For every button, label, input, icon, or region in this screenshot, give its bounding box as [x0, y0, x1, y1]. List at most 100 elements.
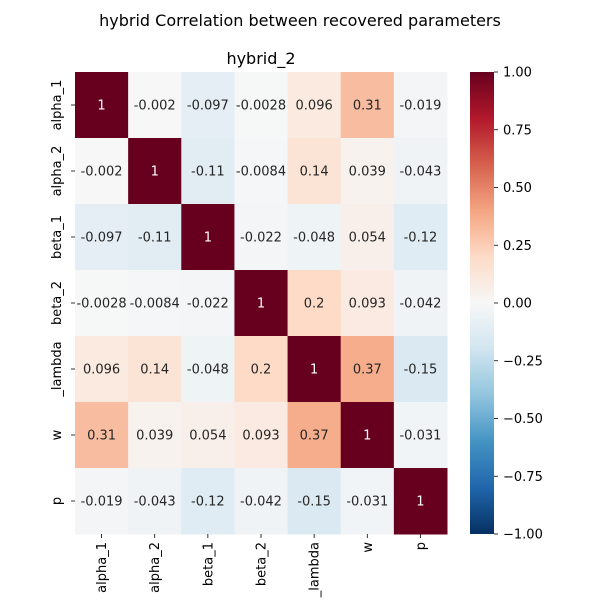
cell-annotation: 1: [204, 231, 212, 246]
cell-annotation: 1: [416, 495, 424, 510]
row-tick-label: beta_1: [50, 215, 65, 259]
cell-annotation: 0.039: [349, 165, 386, 180]
heatmap-cell: [393, 270, 448, 337]
heatmap-cell: [181, 138, 235, 205]
heatmap-cell: [287, 402, 342, 469]
cell-annotation: -0.031: [399, 429, 441, 444]
cell-annotation: 0.054: [349, 231, 386, 246]
column-tick-label: p: [414, 542, 429, 550]
cell-annotation: -0.0084: [130, 297, 180, 312]
heatmap-cell: [234, 72, 289, 139]
cell-annotation: -0.031: [346, 495, 388, 510]
cell-annotation: 1: [257, 297, 265, 312]
heatmap-cell: [75, 468, 129, 535]
row-tick-label: w: [50, 429, 65, 440]
heatmap-cell: [234, 402, 289, 469]
heatmap-cell: [234, 468, 289, 535]
cell-annotation: 1: [97, 99, 105, 114]
cell-annotation: 0.2: [304, 297, 325, 312]
colorbar-tick-label: 1.00: [503, 66, 532, 81]
colorbar-tick-label: −0.50: [503, 412, 543, 427]
heatmap-cell: [181, 468, 235, 535]
heatmap-cell: [393, 138, 448, 205]
heatmap-cell: [75, 270, 129, 337]
heatmap-cell: [128, 72, 182, 139]
cell-annotation: 0.37: [300, 429, 329, 444]
cell-annotation: -0.097: [81, 231, 123, 246]
heatmap-cell: [75, 336, 129, 403]
row-tick-label: _lambda: [50, 341, 65, 397]
heatmap-cell: [393, 72, 448, 139]
column-tick-label: w: [361, 542, 376, 553]
heatmap-cell: [287, 270, 342, 337]
row-tick-label: alpha_2: [50, 146, 65, 197]
column-tick-label: beta_1: [201, 542, 216, 586]
cell-annotation: 0.093: [242, 429, 279, 444]
cell-annotation: -0.15: [404, 363, 438, 378]
cell-annotation: -0.11: [138, 231, 172, 246]
heatmap-cell: [128, 402, 182, 469]
heatmap-cell: [340, 468, 395, 535]
heatmap-cell: [181, 270, 235, 337]
heatmap-cell: [128, 468, 182, 535]
colorbar-tick-label: −1.00: [503, 528, 543, 543]
colorbar-ticks: 1.00 0.75 0.50 0.25 0.00 −0.25 −0.50 −0.75 −1.00: [494, 66, 543, 543]
cell-annotation: 0.054: [189, 429, 226, 444]
row-tick-label: beta_2: [50, 281, 65, 325]
heatmap-cell: [287, 336, 342, 403]
chart-title: hybrid_2: [226, 49, 295, 69]
heatmap-cell: [234, 138, 289, 205]
heatmap-cell: [287, 72, 342, 139]
cell-annotation: -0.0028: [76, 297, 126, 312]
heatmap-cell: [393, 336, 448, 403]
cell-annotation: -0.12: [404, 231, 438, 246]
colorbar: [470, 72, 494, 534]
heatmap-cell: [234, 270, 289, 337]
colorbar-tick-label: 0.50: [503, 181, 532, 196]
colorbar-tick-label: 0.75: [503, 123, 532, 138]
cell-annotation: -0.022: [187, 297, 229, 312]
cell-annotation: 1: [363, 429, 371, 444]
heatmap-cell: [340, 138, 395, 205]
heatmap-cell: [287, 204, 342, 271]
cell-annotation: 1: [310, 363, 318, 378]
heatmap-cell: [234, 336, 289, 403]
cell-annotation: -0.12: [191, 495, 225, 510]
cell-annotation: 0.096: [83, 363, 120, 378]
cell-annotation: -0.042: [399, 297, 441, 312]
heatmap-cell: [75, 204, 129, 271]
heatmap-cell: [393, 468, 448, 535]
colorbar-tick-label: 0.00: [503, 297, 532, 312]
cell-annotation: -0.042: [240, 495, 282, 510]
cell-annotation: 0.31: [87, 429, 116, 444]
colorbar-tick-label: 0.25: [503, 239, 532, 254]
cell-annotation: -0.019: [399, 99, 441, 114]
cell-annotation: -0.019: [81, 495, 123, 510]
cell-annotation: -0.0028: [236, 99, 286, 114]
heatmap-cell: [287, 468, 342, 535]
cell-annotation: 1: [151, 165, 159, 180]
cell-annotation: 0.37: [353, 363, 382, 378]
cell-annotation: 0.039: [136, 429, 173, 444]
column-tick-label: _lambda: [308, 542, 323, 598]
cell-annotation: 0.31: [353, 99, 382, 114]
column-tick-label: alpha_1: [95, 542, 110, 593]
heatmap-cell: [340, 270, 395, 337]
colorbar-tick-label: −0.25: [503, 354, 543, 369]
heatmap-cell: [181, 204, 235, 271]
cell-annotation: -0.048: [187, 363, 229, 378]
cell-annotation: -0.043: [399, 165, 441, 180]
heatmap-cells: 1 -0.002 -0.097 -0.0028 0.096 0.31 -0.019 -0.00…: [75, 72, 448, 535]
heatmap-cell: [181, 402, 235, 469]
cell-annotation: -0.002: [134, 99, 176, 114]
row-tick-label: p: [50, 497, 65, 505]
cell-annotation: -0.11: [191, 165, 225, 180]
cell-annotation: 0.2: [251, 363, 272, 378]
heatmap-cell: [75, 402, 129, 469]
cell-annotation: -0.022: [240, 231, 282, 246]
cell-annotation: 0.14: [140, 363, 169, 378]
heatmap-cell: [393, 402, 448, 469]
cell-annotation: -0.097: [187, 99, 229, 114]
heatmap-cell: [340, 204, 395, 271]
